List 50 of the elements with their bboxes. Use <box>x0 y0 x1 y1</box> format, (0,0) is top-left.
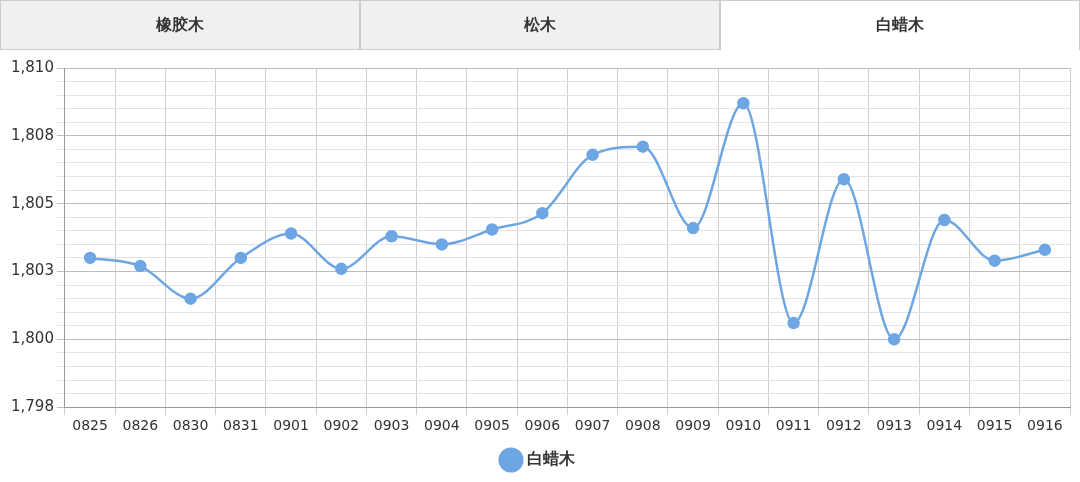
text: 松木 <box>360 0 720 50</box>
point <box>988 254 1001 267</box>
point <box>234 251 248 265</box>
point <box>435 238 449 251</box>
point <box>184 292 197 305</box>
x-tick-label: 0903 <box>373 417 410 434</box>
point <box>837 173 851 186</box>
x-tick-label: 0912 <box>826 417 862 434</box>
y-tick-label: 1,805 <box>10 193 54 212</box>
y-tick-label: 1,810 <box>10 57 54 76</box>
text: 橡胶木 <box>0 0 360 50</box>
y-tick-label: 1,798 <box>10 397 54 416</box>
x-tick-label: 0907 <box>574 417 611 434</box>
x-tick-label: 0906 <box>524 417 561 434</box>
y-tick-label: 1,803 <box>10 261 54 280</box>
point <box>686 221 700 235</box>
x-tick-label: 0905 <box>474 417 510 434</box>
point <box>887 333 901 346</box>
x-tick-label: 0914 <box>926 417 963 434</box>
point <box>938 213 951 227</box>
point <box>134 259 147 273</box>
x-tick-label: 0909 <box>675 417 711 434</box>
x-tick-label: 0826 <box>122 417 159 434</box>
x-tick-label: 0831 <box>223 417 259 434</box>
x-tick-label: 0902 <box>323 417 360 434</box>
point <box>536 206 549 220</box>
x-tick-label: 0916 <box>1027 417 1063 434</box>
point <box>636 140 650 153</box>
x-tick-label: 0910 <box>725 417 762 434</box>
x-tick-label: 0908 <box>625 417 661 434</box>
point <box>586 148 599 162</box>
x-tick-label: 0904 <box>424 417 460 434</box>
x-tick-label: 0825 <box>72 417 108 434</box>
point <box>335 262 348 276</box>
point <box>1038 243 1052 257</box>
point <box>737 97 750 110</box>
x-tick-label: 0901 <box>273 417 309 434</box>
point <box>485 223 499 236</box>
point <box>787 316 800 330</box>
text: 白蜡木 <box>720 0 1080 50</box>
x-tick-label: 0915 <box>976 417 1013 434</box>
x-tick-label: 0911 <box>775 417 812 434</box>
point <box>284 227 298 240</box>
x-tick-label: 0913 <box>876 417 912 434</box>
point <box>83 251 97 265</box>
y-tick-label: 1,808 <box>10 125 54 144</box>
point <box>385 229 398 243</box>
y-tick-label: 1,800 <box>10 329 54 348</box>
legend-label: 白蜡木 <box>527 449 576 469</box>
x-tick-label: 0830 <box>172 417 209 434</box>
